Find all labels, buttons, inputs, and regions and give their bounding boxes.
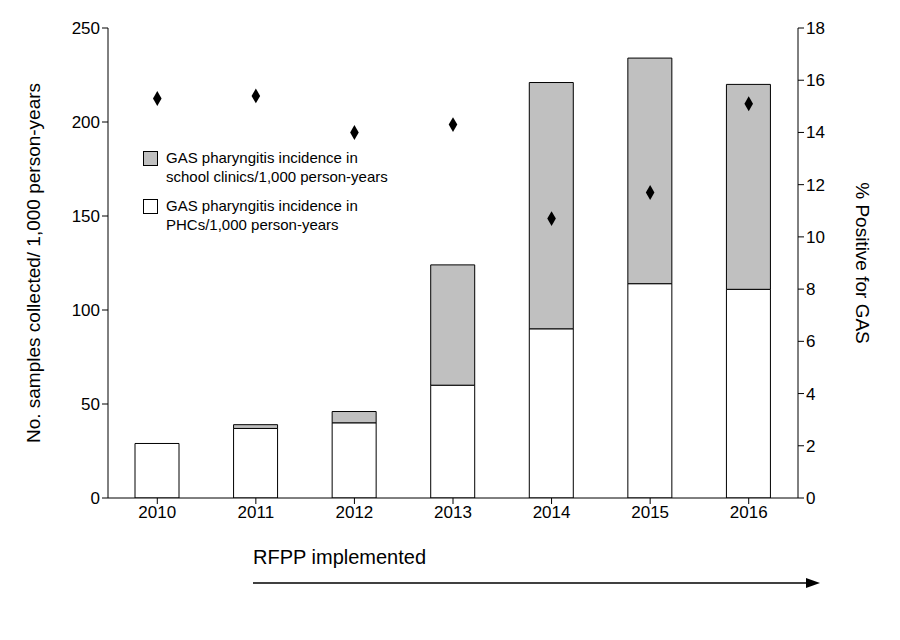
svg-text:0: 0 <box>806 489 815 508</box>
svg-text:100: 100 <box>72 301 100 320</box>
svg-text:2011: 2011 <box>238 503 275 522</box>
svg-text:50: 50 <box>81 395 100 414</box>
svg-text:14: 14 <box>806 123 825 142</box>
svg-text:16: 16 <box>806 71 825 90</box>
svg-text:2010: 2010 <box>138 503 176 522</box>
svg-text:12: 12 <box>806 176 825 195</box>
svg-text:6: 6 <box>806 332 815 351</box>
svg-text:2016: 2016 <box>730 503 768 522</box>
svg-text:18: 18 <box>806 19 825 38</box>
svg-text:200: 200 <box>72 113 100 132</box>
svg-text:No. samples collected/ 1,000 p: No. samples collected/ 1,000 person-year… <box>23 83 44 443</box>
svg-text:8: 8 <box>806 280 815 299</box>
svg-text:250: 250 <box>72 19 100 38</box>
html-text:RFPP implemented: RFPP implemented <box>253 546 426 568</box>
svg-text:2015: 2015 <box>631 503 669 522</box>
svg-text:2014: 2014 <box>533 503 571 522</box>
html-text:GAS pharyngitis incidence in P: GAS pharyngitis incidence in PHCs/1,000 … <box>166 197 358 233</box>
svg-text:2013: 2013 <box>434 503 472 522</box>
svg-text:150: 150 <box>72 207 100 226</box>
svg-text:% Positive for GAS: % Positive for GAS <box>852 182 873 344</box>
svg-text:2012: 2012 <box>336 503 374 522</box>
html-text:GAS pharyngitis incidence in s: GAS pharyngitis incidence in school clin… <box>166 149 388 185</box>
svg-text:4: 4 <box>806 385 815 404</box>
svg-text:0: 0 <box>91 489 100 508</box>
svg-text:10: 10 <box>806 228 825 247</box>
svg-text:2: 2 <box>806 437 815 456</box>
